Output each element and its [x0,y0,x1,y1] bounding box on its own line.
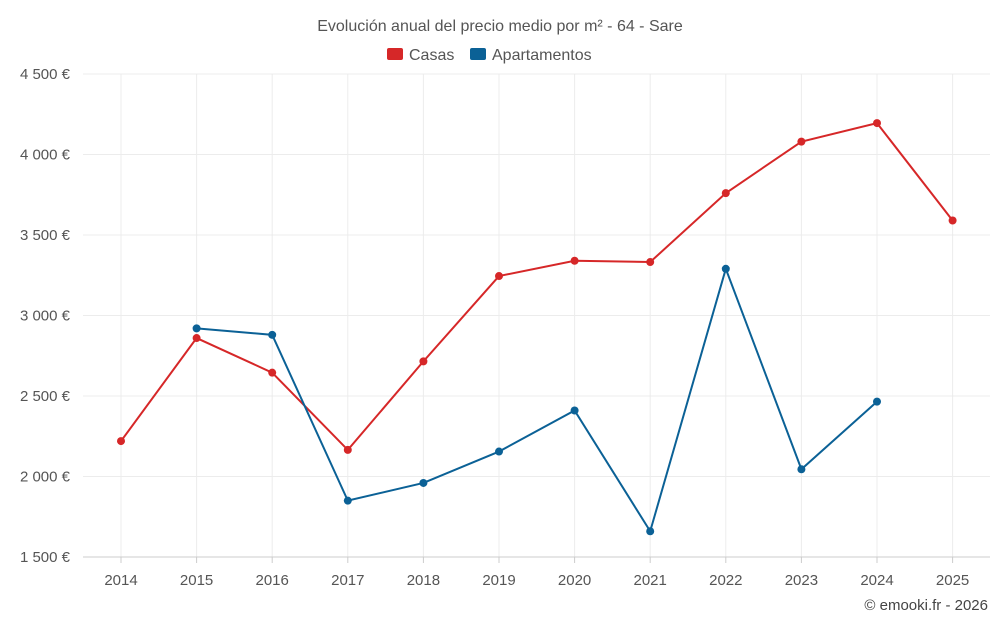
axes: 1 500 € 2 000 € 2 500 € 3 000 € 3 500 € 4 000… [20,66,990,589]
legend-swatch-apartamentos [470,48,486,60]
data-point-apartamentos-2020[interactable] [570,406,579,415]
data-point-casas-2024[interactable] [873,119,881,128]
series-layer [117,119,957,536]
data-point-casas-2025[interactable] [948,216,957,225]
y-tick-label: 2 500 € [20,388,71,405]
series-line-casas [120,121,954,452]
x-tick-label: 2014 [104,572,137,589]
y-tick-label: 3 000 € [20,308,71,325]
data-point-casas-2017[interactable] [343,445,352,454]
x-tick-label: 2021 [634,572,667,589]
y-tick-label: 4 000 € [20,147,71,164]
data-point-casas-2019[interactable] [495,272,503,281]
x-tick-label: 2018 [407,572,440,589]
data-point-casas-2015[interactable] [192,334,201,343]
data-point-casas-2016[interactable] [268,368,277,377]
y-tick-label: 2 000 € [20,469,71,486]
data-point-casas-2018[interactable] [419,357,428,366]
legend-label-apartamentos: Apartamentos [492,47,592,64]
series-apartamentos [192,264,881,536]
data-point-apartamentos-2022[interactable] [721,264,730,273]
data-point-casas-2022[interactable] [721,189,730,198]
legend-item-casas[interactable]: Casas [387,47,454,64]
x-tick-label: 2016 [256,572,289,589]
x-tick-label: 2024 [860,572,893,589]
copyright-text: © emooki.fr - 2026 [864,597,988,614]
x-tick-label: 2023 [785,572,818,589]
legend-label-casas: Casas [409,47,454,64]
x-tick-label: 2019 [482,572,515,589]
y-tick-label: 1 500 € [20,549,71,566]
data-point-casas-2014[interactable] [117,437,125,446]
x-tick-label: 2015 [180,572,213,589]
chart-title: Evolución anual del precio medio por m² … [317,18,683,35]
x-tick-label: 2022 [709,572,742,589]
legend: Casas Apartamentos [387,47,592,64]
data-point-casas-2021[interactable] [646,258,655,267]
grid [83,73,990,557]
data-point-casas-2023[interactable] [797,137,806,146]
data-point-apartamentos-2015[interactable] [192,324,201,333]
x-tick-label: 2025 [936,572,969,589]
legend-item-apartamentos[interactable]: Apartamentos [470,47,592,64]
y-tick-label: 3 500 € [20,227,71,244]
data-point-apartamentos-2017[interactable] [343,496,352,505]
legend-swatch-casas [387,48,403,60]
data-point-apartamentos-2019[interactable] [495,447,503,456]
x-tick-label: 2017 [331,572,364,589]
series-casas [117,119,957,454]
data-point-apartamentos-2018[interactable] [419,478,428,487]
x-tick-label: 2020 [558,572,591,589]
data-point-apartamentos-2016[interactable] [268,330,277,339]
data-point-apartamentos-2024[interactable] [873,397,881,406]
data-point-casas-2020[interactable] [570,256,579,265]
data-point-apartamentos-2023[interactable] [797,465,806,474]
data-point-apartamentos-2021[interactable] [646,527,655,536]
y-tick-label: 4 500 € [20,66,71,83]
series-line-apartamentos [196,265,878,534]
